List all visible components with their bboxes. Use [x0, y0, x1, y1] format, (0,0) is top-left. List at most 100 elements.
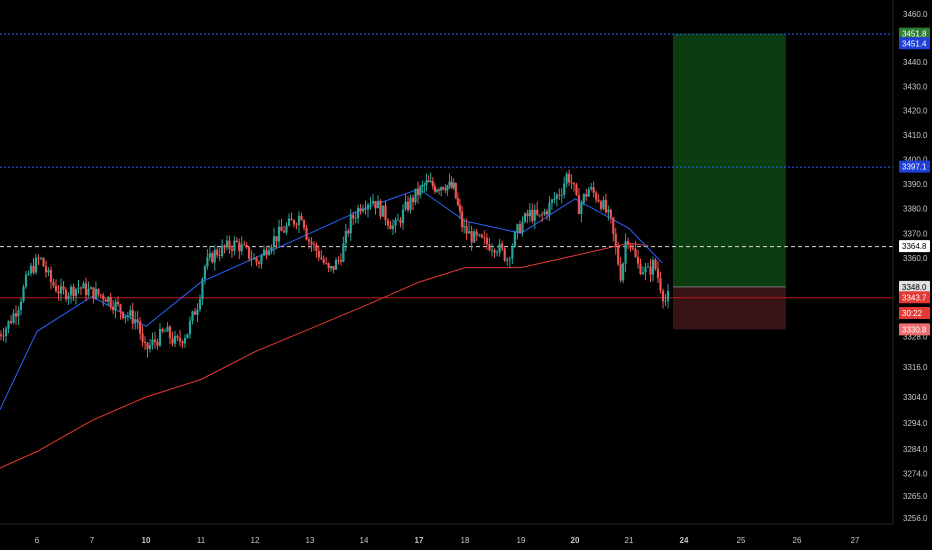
date-tick-label-7: 17: [415, 536, 424, 545]
candle-body-132: [325, 262, 328, 264]
candle-body-209: [508, 258, 511, 260]
price-tick-label-19: 3265.0: [903, 492, 928, 501]
candle-body-189: [458, 204, 462, 212]
candle-body-249: [607, 209, 610, 213]
price-tick-label-9: 3370.0: [903, 229, 928, 238]
candle-body-193: [467, 231, 471, 234]
candle-body-102: [250, 258, 253, 260]
candle-body-235: [572, 182, 576, 185]
candle-body-59: [143, 341, 147, 343]
candle-body-256: [624, 241, 627, 264]
price-tag-label-5: 3343.7: [902, 293, 927, 302]
candle-body-198: [480, 234, 483, 238]
price-tick-label-0: 3460.0: [903, 10, 928, 19]
candle-body-25: [59, 286, 63, 294]
candle-body-145: [357, 207, 360, 219]
candle-body-110: [270, 247, 273, 251]
candle-body-44: [107, 296, 110, 302]
candle-body-121: [297, 215, 301, 226]
candle-body-225: [548, 202, 551, 215]
price-tick-label-15: 3304.0: [903, 393, 928, 402]
candle-body-5: [9, 321, 13, 323]
candle-body-92: [225, 240, 229, 248]
candle-body-163: [401, 209, 405, 224]
candle-body-23: [54, 285, 58, 292]
candle-body-237: [577, 194, 581, 215]
candle-body-130: [320, 257, 323, 260]
candle-body-94: [230, 248, 234, 251]
candle-body-234: [570, 182, 573, 184]
price-tick-label-14: 3316.0: [903, 363, 928, 372]
candle-body-49: [119, 304, 122, 312]
candle-body-65: [158, 328, 162, 346]
candle-body-81: [198, 298, 202, 310]
moving-average-0: [0, 242, 649, 469]
price-tag-label-6: 30:22: [902, 309, 923, 318]
candle-body-37: [89, 287, 93, 289]
candle-body-267: [651, 259, 655, 275]
candle-body-263: [641, 272, 645, 275]
candle-body-195: [473, 231, 476, 243]
price-tick-label-16: 3294.0: [903, 419, 928, 428]
candle-body-165: [406, 201, 410, 211]
candle-body-8: [17, 310, 20, 317]
candle-body-250: [609, 209, 612, 218]
candle-body-261: [636, 256, 640, 264]
date-tick-label-13: 25: [737, 536, 746, 545]
time-axis[interactable]: 6 7 10 11 12 13 14 17 18 19 20 21 24 25 26 27: [35, 536, 860, 545]
candle-body-217: [528, 209, 531, 217]
candle-body-146: [359, 207, 362, 212]
candle-body-24: [57, 291, 60, 294]
price-tick-label-3: 3430.0: [903, 82, 928, 91]
candle-body-151: [371, 201, 375, 204]
candle-body-212: [516, 224, 519, 233]
candle-body-164: [404, 201, 407, 210]
price-tick-label-17: 3284.0: [903, 445, 928, 454]
candle-body-101: [248, 246, 251, 259]
candle-body-87: [213, 249, 216, 263]
candle-body-221: [538, 214, 541, 216]
candle-body-205: [498, 243, 501, 253]
candle-body-39: [94, 288, 98, 299]
candle-body-188: [456, 198, 459, 205]
candle-body-96: [235, 240, 238, 243]
candle-body-21: [49, 270, 53, 283]
price-tick-label-20: 3256.0: [903, 514, 928, 523]
candle-body-119: [292, 220, 296, 225]
candle-body-118: [290, 218, 293, 221]
candle-body-56: [136, 319, 139, 322]
candle-body-213: [518, 224, 522, 233]
candle-body-134: [330, 266, 333, 269]
candle-body-142: [349, 214, 352, 234]
price-tag-bg-5: [899, 291, 930, 304]
date-tick-label-1: 7: [90, 536, 95, 545]
candle-body-38: [92, 287, 95, 299]
candle-body-173: [425, 180, 428, 185]
price-tag-label-4: 3348.0: [902, 283, 927, 292]
candle-body-208: [506, 259, 509, 261]
price-tick-label-7: 3390.0: [903, 180, 928, 189]
candle-body-180: [440, 187, 443, 191]
candle-body-126: [310, 241, 313, 245]
candle-body-194: [470, 231, 473, 243]
position-zones[interactable]: [673, 33, 786, 330]
horizontal-lines[interactable]: [0, 33, 893, 299]
candle-body-114: [280, 226, 283, 231]
candle-body-63: [153, 339, 157, 342]
price-tag-bg-2: [899, 160, 930, 173]
candle-body-133: [327, 263, 330, 269]
candle-body-149: [366, 204, 370, 210]
candle-body-43: [104, 299, 107, 302]
candle-body-2: [2, 335, 5, 337]
candle-body-116: [285, 225, 288, 233]
candle-body-13: [29, 265, 33, 274]
candle-body-120: [295, 224, 298, 226]
candle-body-45: [109, 296, 112, 307]
candle-body-239: [582, 194, 585, 203]
candle-body-273: [666, 290, 670, 301]
candle-body-257: [626, 241, 630, 245]
candle-body-214: [521, 221, 524, 233]
candle-body-243: [592, 187, 595, 193]
candle-body-150: [369, 203, 372, 205]
